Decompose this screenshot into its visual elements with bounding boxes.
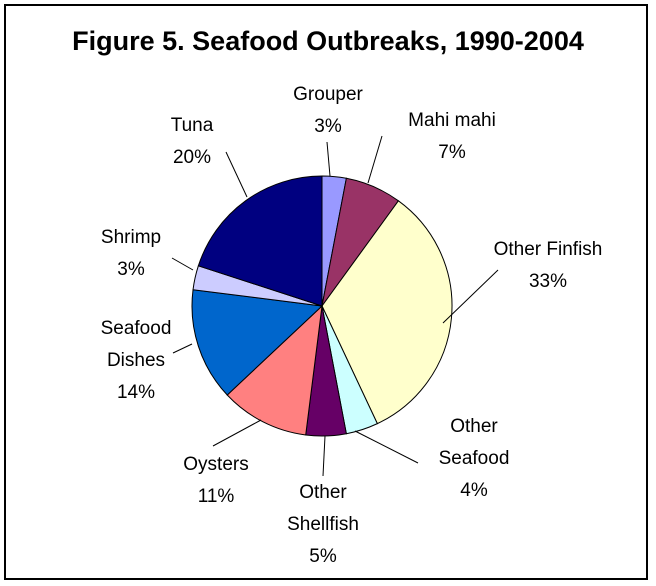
leader-line-grouper — [326, 141, 331, 177]
leader-line-shrimp — [171, 257, 194, 271]
leader-line-seafood-dishes — [172, 343, 193, 354]
pie-slice-tuna — [197, 175, 323, 307]
slice-label-shrimp: Shrimp 3% — [101, 227, 161, 280]
pie-slice-oysters — [226, 304, 323, 436]
leader-line-other-shellfish — [322, 435, 326, 477]
slice-label-other-seafood: Other Seafood 4% — [439, 416, 510, 501]
slice-label-grouper: Grouper 3% — [293, 84, 363, 137]
slice-label-oysters: Oysters 11% — [183, 454, 248, 507]
leader-line-mahi-mahi — [367, 135, 383, 184]
pie-slice-other-finfish — [321, 200, 453, 425]
leader-line-other-finfish — [442, 269, 499, 324]
slice-label-tuna: Tuna 20% — [171, 115, 214, 168]
slice-label-mahi-mahi: Mahi mahi 7% — [408, 110, 496, 163]
leader-line-other-seafood — [354, 430, 419, 464]
pie-slice-seafood-dishes — [191, 289, 324, 396]
slice-label-other-shellfish: Other Shellfish 5% — [287, 482, 359, 567]
chart-title: Figure 5. Seafood Outbreaks, 1990-2004 — [72, 26, 584, 56]
slice-label-seafood-dishes: Seafood Dishes 14% — [101, 318, 172, 403]
leader-line-tuna — [225, 151, 248, 198]
slice-label-other-finfish: Other Finfish 33% — [494, 239, 603, 292]
leader-line-oysters — [212, 419, 262, 447]
